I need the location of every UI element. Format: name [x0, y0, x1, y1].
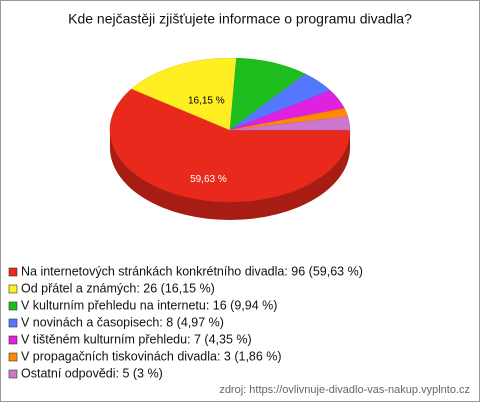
legend-swatch: [8, 301, 18, 311]
chart-title: Kde nejčastěji zjišťujete informace o pr…: [68, 11, 412, 27]
legend-label: Od přátel a známých: 26 (16,15 %): [21, 281, 215, 295]
legend-swatch: [8, 369, 18, 379]
slice: [229, 57, 306, 131]
slice-side: [110, 130, 350, 220]
value-label: 16,15 %: [188, 96, 225, 107]
source: zdroj: https://ovlivnuje-divadlo-vas-nak…: [219, 384, 470, 396]
slice: [229, 116, 351, 131]
legend-label: Na internetových stránkách konkrétního d…: [21, 264, 363, 278]
slice: [131, 57, 237, 131]
value-label: 59,63 %: [190, 174, 227, 185]
slice: [109, 88, 351, 203]
legend-label: V propagačních tiskovinách divadla: 3 (1…: [21, 349, 282, 363]
legend-swatch: [8, 284, 18, 294]
legend-label: V tištěném kulturním přehledu: 7 (4,35 %…: [21, 332, 252, 346]
legend-label: Ostatní odpovědi: 5 (3 %): [21, 366, 163, 380]
legend-swatch: [8, 318, 18, 328]
legend-label: V novinách a časopisech: 8 (4,97 %): [21, 315, 224, 329]
legend-swatch: [8, 335, 18, 345]
legend-swatch: [8, 267, 18, 277]
legend-swatch: [8, 352, 18, 362]
legend-label: V kulturním přehledu na internetu: 16 (9…: [21, 298, 277, 312]
